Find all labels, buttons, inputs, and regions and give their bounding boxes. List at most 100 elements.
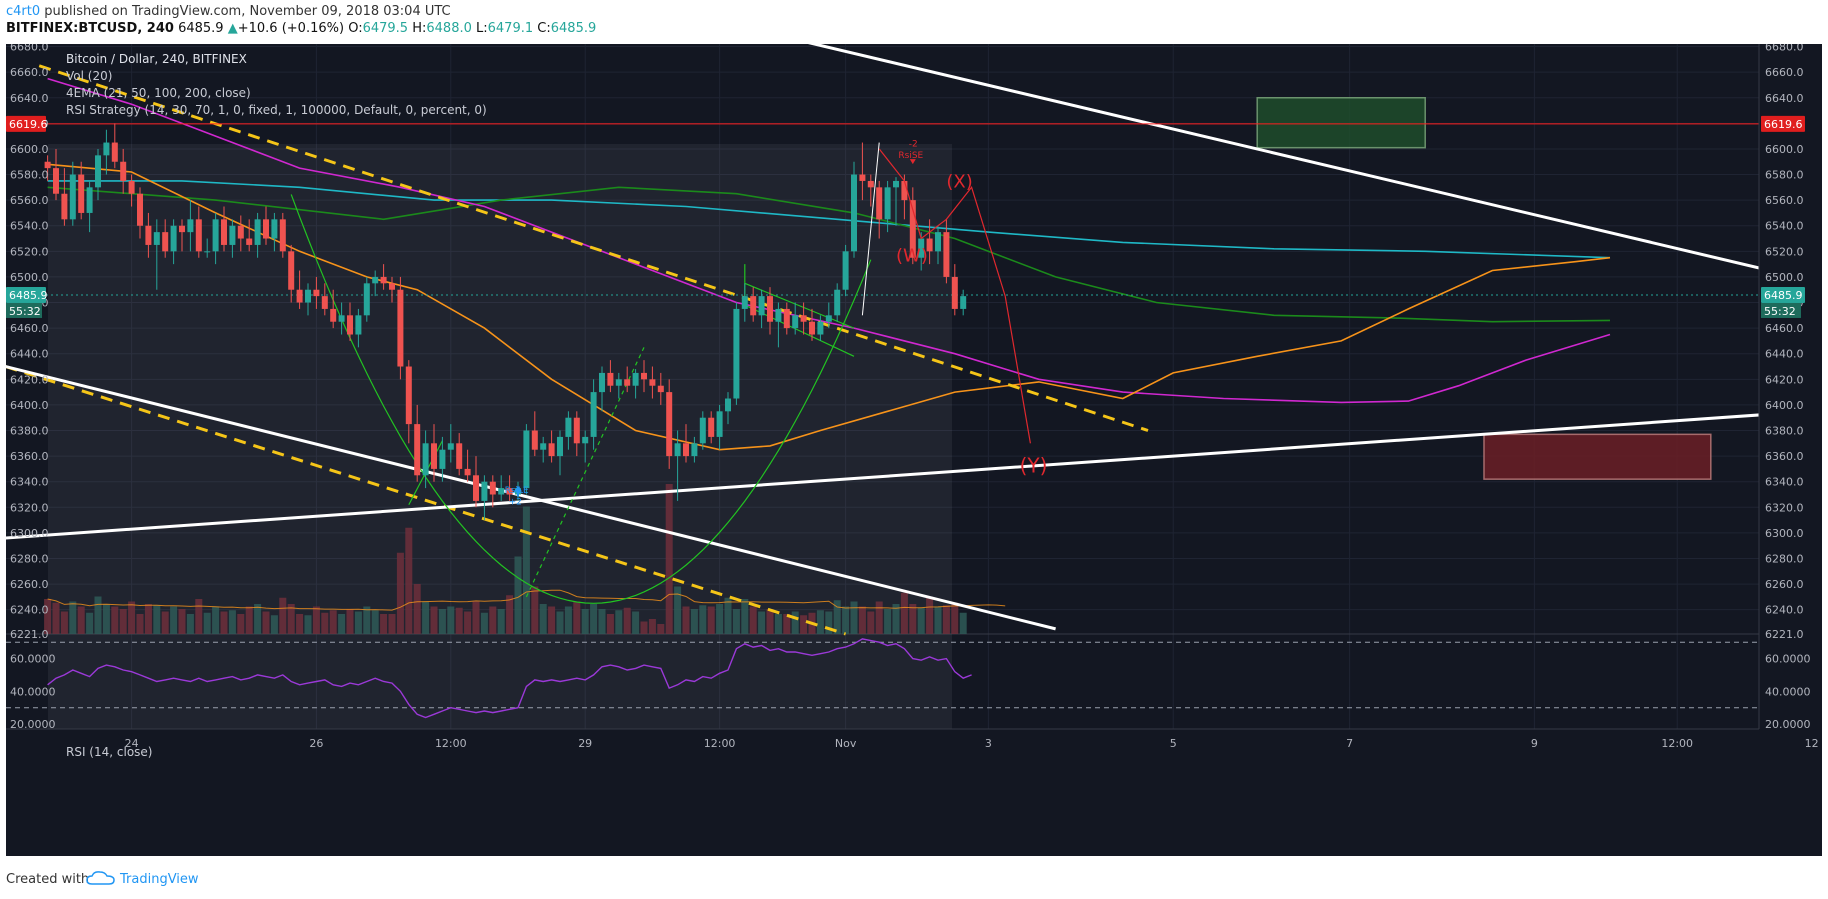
- candle-body-70: [632, 372, 639, 386]
- axes: 6680.06680.06660.06660.06640.06640.06620…: [6, 44, 1822, 856]
- volume-bar-87: [774, 614, 782, 634]
- volume-bar-89: [791, 611, 799, 634]
- close-label: C:: [537, 21, 551, 36]
- candle-body-22: [229, 225, 236, 245]
- wave-w-label: (W): [896, 246, 928, 267]
- volume-bar-107: [942, 605, 950, 634]
- volume-bar-54: [497, 609, 505, 634]
- candle-body-88: [783, 308, 790, 329]
- candle-body-107: [943, 232, 950, 277]
- candle-body-84: [750, 296, 757, 316]
- last-price: 6485.9: [178, 21, 224, 36]
- price-tick-right-7: 6540.0: [1765, 220, 1804, 233]
- author-link[interactable]: c4rt0: [6, 4, 41, 19]
- volume-bar-102: [900, 592, 908, 634]
- candle-body-63: [573, 417, 580, 444]
- candle-body-57: [523, 430, 530, 489]
- candle-body-81: [725, 398, 731, 412]
- sell-arrow-icon: [909, 159, 916, 165]
- price-tick-left-12: 6440.0: [10, 348, 49, 361]
- time-tick-6: 3: [985, 737, 992, 750]
- candle-body-41: [389, 283, 395, 290]
- price-tick-right-20: 6280.0: [1765, 552, 1804, 565]
- volume-bar-85: [758, 611, 766, 634]
- volume-bar-99: [875, 601, 883, 634]
- candle-body-6: [95, 155, 101, 188]
- candle-body-20: [212, 219, 219, 252]
- candle-body-95: [842, 251, 849, 290]
- volume-bar-83: [741, 599, 749, 634]
- candle-body-36: [347, 315, 353, 335]
- candle-body-66: [599, 372, 605, 393]
- volume-bar-21: [220, 611, 228, 634]
- volume-bar-106: [934, 606, 942, 634]
- rsi-tick-left-2: 20.0000: [10, 718, 56, 731]
- time-tick-0: 24: [125, 737, 139, 750]
- price-tick-right-18: 6320.0: [1765, 501, 1804, 514]
- candle-body-61: [557, 436, 563, 457]
- countdown-left-bg: [6, 302, 42, 318]
- volume-bar-59: [539, 604, 547, 634]
- badge-last-right-bg: [1761, 286, 1805, 303]
- price-tick-left-14: 6400.0: [10, 399, 49, 412]
- volume-bar-80: [716, 604, 724, 634]
- parabola-curve: [290, 194, 872, 604]
- volume-bar-40: [380, 614, 388, 634]
- rsi-tick-right-2: 20.0000: [1765, 718, 1811, 731]
- volume-bar-73: [657, 624, 665, 634]
- candle-body-65: [590, 392, 597, 437]
- price-tick-left-5: 6580.0: [10, 169, 49, 182]
- rsi-tick-left-0: 60.0000: [10, 653, 56, 666]
- candle-body-44: [414, 424, 421, 476]
- candle-body-28: [279, 219, 286, 252]
- resistance-trendline: [807, 44, 1822, 285]
- volume-bar-17: [186, 614, 194, 634]
- candle-body-40: [380, 276, 387, 284]
- volume-bar-101: [892, 604, 900, 634]
- volume-bar-27: [270, 615, 278, 634]
- candlesticks[interactable]: [44, 123, 967, 521]
- volume-bar-72: [648, 619, 656, 634]
- candle-body-11: [137, 193, 143, 226]
- price-tick-right-21: 6260.0: [1765, 578, 1804, 591]
- price-tick-right-19: 6300.0: [1765, 527, 1804, 540]
- volume-bar-109: [959, 612, 967, 634]
- candle-body-32: [313, 289, 320, 297]
- volume-bar-9: [119, 609, 127, 634]
- candle-body-104: [918, 238, 925, 258]
- buy-signal-label: RsiLE: [505, 486, 529, 496]
- volume-bar-84: [749, 606, 757, 634]
- volume-bar-61: [556, 611, 564, 634]
- rsi-tick-left-1: 40.0000: [10, 685, 56, 698]
- price-tick-left-9: 6500.0: [10, 271, 49, 284]
- white-impulse-leg: [861, 142, 880, 316]
- candle-body-12: [145, 225, 152, 245]
- volume-bar-51: [472, 601, 480, 634]
- candle-body-46: [431, 443, 437, 469]
- rsi-pane: [6, 638, 1759, 719]
- price-tick-right-14: 6400.0: [1765, 399, 1804, 412]
- time-tick-2: 12:00: [435, 737, 467, 750]
- candle-body-98: [867, 180, 874, 188]
- candle-body-73: [657, 385, 664, 393]
- volume-bar-36: [346, 609, 354, 634]
- publish-line: c4rt0 published on TradingView.com, Nove…: [6, 4, 451, 19]
- price-tick-right-9: 6500.0: [1765, 271, 1804, 284]
- candle-body-93: [825, 315, 832, 322]
- price-tick-right-1: 6660.0: [1765, 66, 1804, 79]
- candle-body-105: [926, 238, 933, 252]
- candle-body-80: [716, 411, 723, 437]
- volume-bar-15: [170, 606, 178, 634]
- price-chart[interactable]: (W) (X) (Y) -2 RsiSE RsiLE +2 6680.0 6680.0 6660…: [6, 44, 1822, 856]
- close-value: 6485.9: [550, 21, 597, 36]
- time-tick-8: 7: [1346, 737, 1353, 750]
- volume-bar-56: [514, 556, 522, 634]
- volume-bar-69: [623, 607, 631, 634]
- badge-last-left: 6485.9: [9, 289, 48, 302]
- candle-body-10: [128, 180, 135, 194]
- time-tick-4: 12:00: [704, 737, 736, 750]
- candle-body-68: [615, 379, 622, 386]
- legend-title: Bitcoin / Dollar, 240, BITFINEX: [66, 52, 247, 66]
- price-tick-right-16: 6360.0: [1765, 450, 1804, 463]
- tradingview-link[interactable]: TradingView: [120, 872, 199, 887]
